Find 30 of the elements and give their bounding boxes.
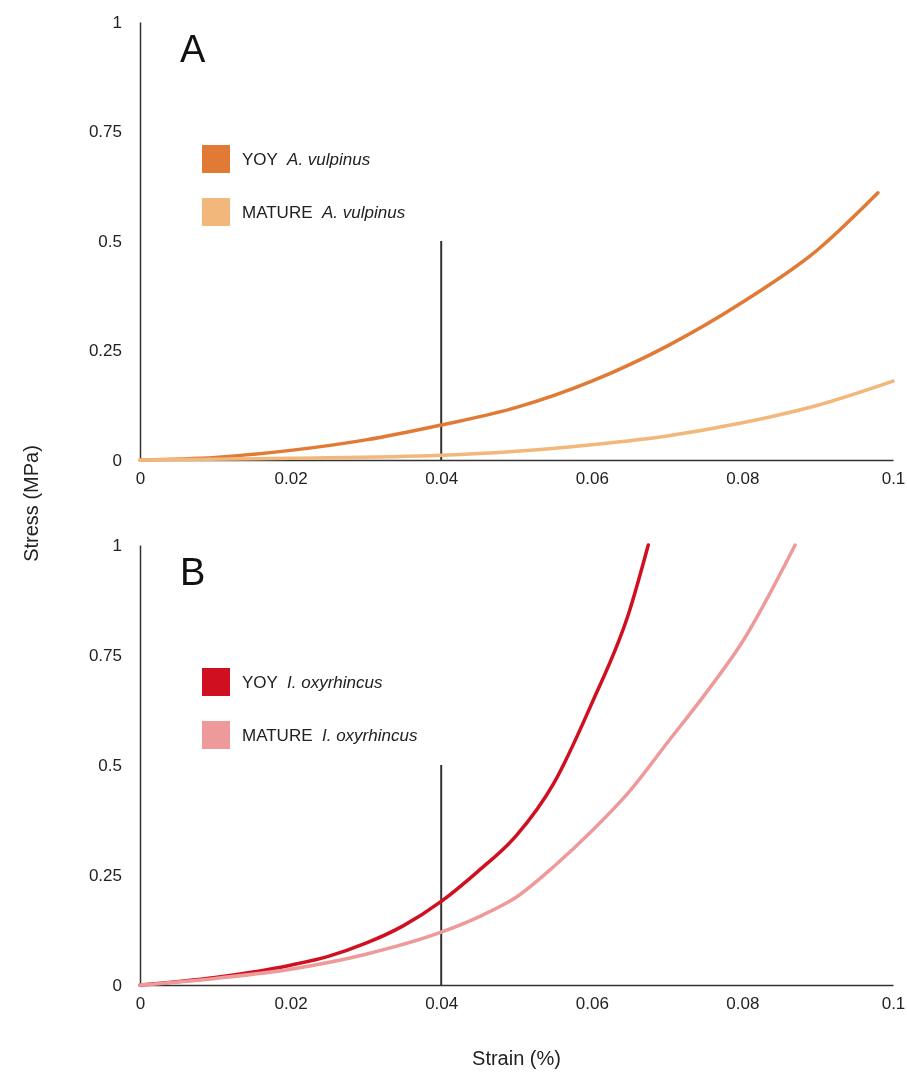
x-tick-label: 0.02 — [274, 469, 308, 489]
y-tick-label: 0.5 — [98, 755, 122, 775]
y-axis-title: Stress (MPa) — [20, 445, 42, 562]
y-tick-label: 1 — [112, 12, 122, 32]
x-tick-label: 0.02 — [274, 994, 308, 1014]
x-tick-label: 0.06 — [575, 469, 609, 489]
y-tick-label: 0 — [112, 450, 122, 470]
chart-title: B — [180, 551, 206, 593]
chart-title: A — [180, 28, 206, 70]
x-tick-label: 0.04 — [425, 469, 459, 489]
legend-label: YOY I. oxyrhincus — [242, 673, 383, 692]
x-tick-label: 0.08 — [726, 994, 760, 1014]
x-tick-label: 0.1 — [881, 994, 906, 1014]
x-tick-label: 0.06 — [575, 994, 609, 1014]
x-tick-label: 0.04 — [425, 994, 459, 1014]
x-tick-label: 0.1 — [881, 469, 906, 489]
y-tick-label: 0 — [112, 975, 122, 995]
y-tick-label: 0.75 — [88, 645, 122, 665]
y-tick-label: 1 — [112, 535, 122, 555]
legend-label: MATURE I. oxyrhincus — [242, 726, 418, 745]
legend-label: MATURE A. vulpinus — [242, 203, 406, 222]
y-tick-label: 0.25 — [88, 865, 122, 885]
y-tick-label: 0.25 — [88, 341, 122, 361]
x-tick-label: 0.08 — [726, 469, 760, 489]
y-tick-label: 0.75 — [88, 122, 122, 142]
y-tick-label: 0.5 — [98, 231, 122, 251]
x-tick-label: 0 — [135, 994, 146, 1014]
legend-label: YOY A. vulpinus — [242, 150, 371, 169]
x-tick-label: 0 — [135, 469, 146, 489]
x-axis-title: Strain (%) — [472, 1047, 561, 1069]
